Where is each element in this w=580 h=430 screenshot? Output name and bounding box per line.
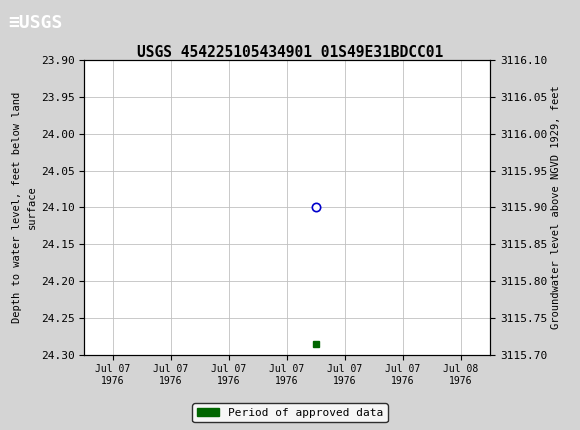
- Legend: Period of approved data: Period of approved data: [193, 403, 387, 422]
- Text: ≡USGS: ≡USGS: [9, 14, 63, 31]
- Text: USGS 454225105434901 01S49E31BDCC01: USGS 454225105434901 01S49E31BDCC01: [137, 45, 443, 60]
- Y-axis label: Depth to water level, feet below land
surface: Depth to water level, feet below land su…: [12, 92, 37, 323]
- Y-axis label: Groundwater level above NGVD 1929, feet: Groundwater level above NGVD 1929, feet: [551, 86, 561, 329]
